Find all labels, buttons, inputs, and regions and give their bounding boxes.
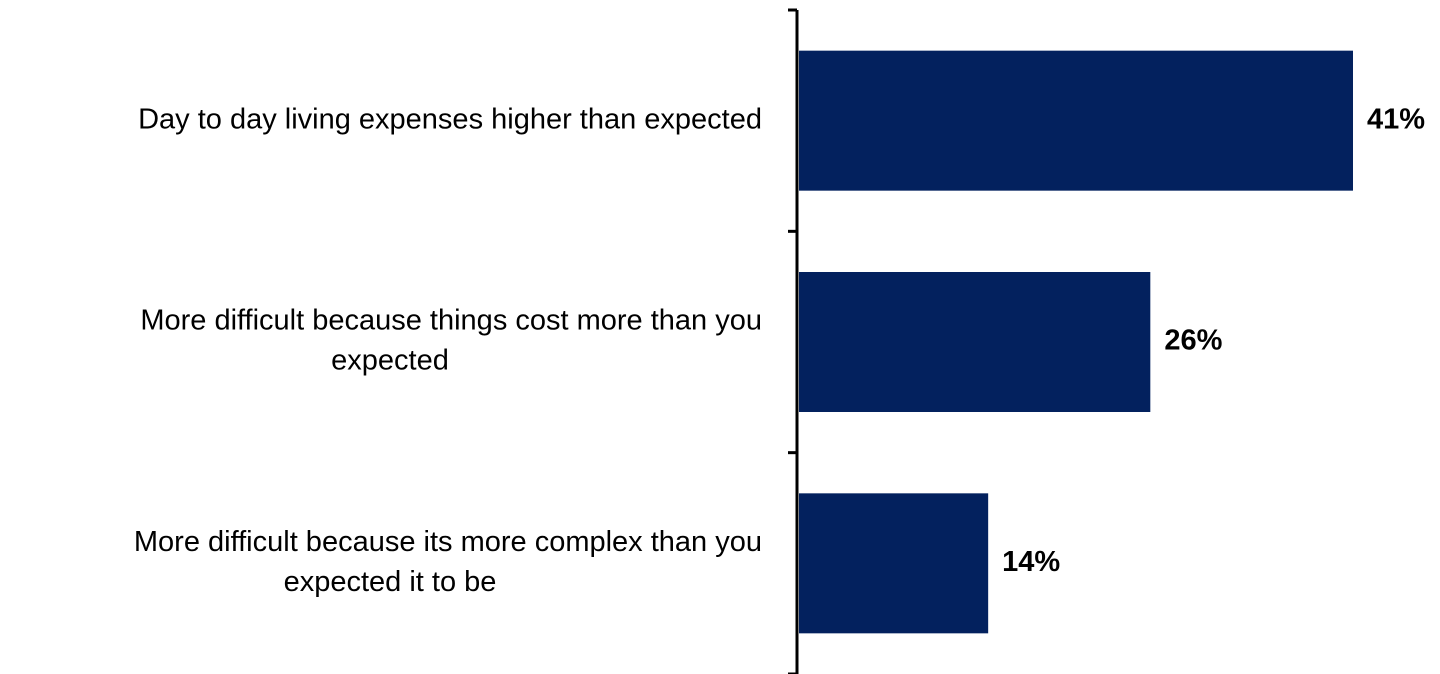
bar xyxy=(799,272,1151,412)
category-label: expected it to be xyxy=(284,566,497,598)
value-labels: 41% 26% 14% xyxy=(1002,103,1425,578)
category-label: expected xyxy=(331,345,449,377)
data-label: 41% xyxy=(1367,103,1425,135)
bars xyxy=(799,50,1353,634)
data-label: 14% xyxy=(1002,546,1060,578)
y-axis-ticks xyxy=(788,8,797,674)
category-labels: Day to day living expenses higher than e… xyxy=(134,103,762,598)
bar xyxy=(799,493,989,634)
category-label: More difficult because things cost more … xyxy=(140,305,762,337)
data-label: 26% xyxy=(1164,325,1222,357)
bar xyxy=(799,50,1353,191)
category-label: More difficult because its more complex … xyxy=(134,526,762,558)
category-label: Day to day living expenses higher than e… xyxy=(138,103,762,135)
